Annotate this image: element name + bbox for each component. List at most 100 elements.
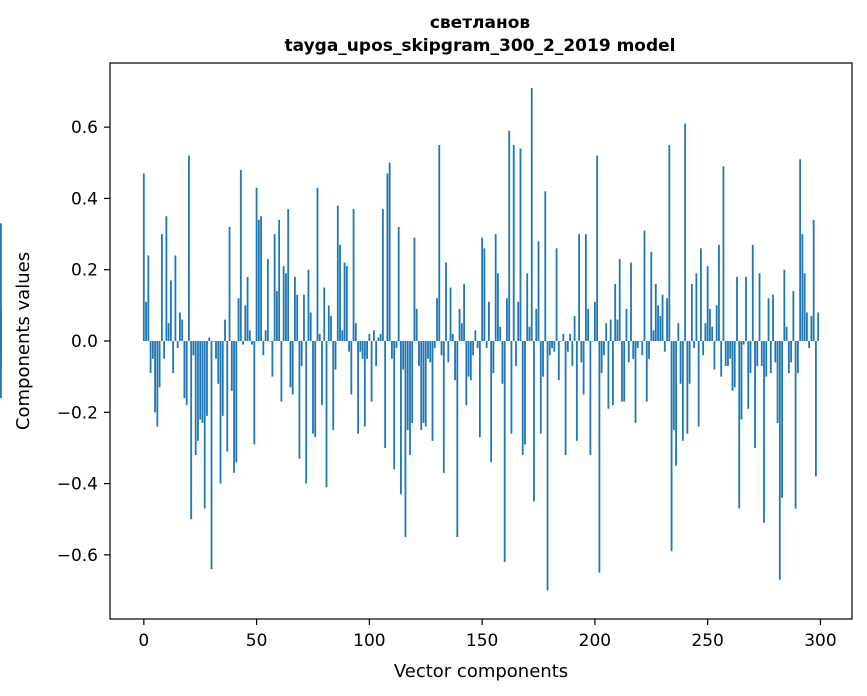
bar-36: [224, 319, 226, 341]
bar-91: [348, 341, 350, 352]
bar-111: [393, 341, 396, 470]
bar-31: [212, 341, 215, 342]
bar-174: [535, 308, 538, 341]
bar-119: [411, 341, 414, 423]
bar-299: [817, 312, 820, 341]
bar-162: [508, 130, 511, 341]
bar-248: [702, 341, 705, 356]
bar-273: [758, 273, 761, 341]
bar-6: [156, 341, 159, 427]
bar-35: [221, 341, 224, 416]
bar-237: [677, 323, 680, 341]
bar-114: [400, 341, 402, 495]
bar-59: [275, 291, 278, 341]
bar-182: [553, 341, 556, 352]
bar-277: [767, 298, 770, 341]
bar-223: [645, 341, 648, 402]
bar-213: [623, 341, 626, 402]
bar-71: [303, 294, 305, 341]
bar-178: [544, 191, 547, 341]
bar-232: [666, 298, 668, 341]
bar-205: [605, 323, 608, 341]
x-tick-label: 100: [353, 631, 385, 651]
bar-235: [672, 341, 675, 431]
bar-168: [521, 341, 524, 456]
bar-82: [327, 305, 330, 341]
bar-70: [300, 341, 303, 366]
bar-218: [634, 341, 637, 423]
bar-121: [415, 308, 418, 341]
bar-138: [454, 341, 456, 381]
bar-244: [693, 341, 696, 349]
bar-254: [715, 305, 718, 341]
bar-231: [663, 341, 666, 352]
bar-180: [548, 341, 551, 356]
bar-81: [325, 341, 328, 488]
bar-57: [271, 341, 274, 377]
bar-136: [449, 287, 452, 341]
bar-87: [339, 244, 341, 341]
bar-98: [363, 341, 366, 427]
bar-130: [436, 298, 438, 341]
bar-221: [641, 341, 644, 356]
bar-27: [203, 341, 206, 509]
bar-28: [206, 341, 208, 416]
bar-133: [442, 341, 445, 473]
bar-108: [386, 173, 389, 341]
bar-198: [589, 341, 592, 456]
bar-109: [388, 162, 391, 341]
bar-16: [179, 312, 181, 341]
bar-64: [287, 209, 290, 341]
bar-0: [142, 173, 145, 341]
bar-150: [481, 237, 484, 341]
bar-25: [199, 341, 202, 420]
y-axis-label: Components values: [13, 252, 34, 430]
bar-252: [711, 326, 714, 341]
bar-41: [235, 341, 238, 463]
bar-105: [379, 333, 382, 341]
bar-173: [533, 341, 535, 502]
bar-207: [609, 319, 612, 341]
bar-167: [519, 148, 522, 341]
bar-137: [451, 333, 454, 341]
bar-40: [233, 341, 235, 473]
bar-289: [794, 341, 797, 509]
bar-233: [668, 144, 671, 341]
bar-257: [722, 166, 725, 341]
bar-278: [769, 341, 772, 374]
bar-190: [571, 341, 574, 366]
bar-128: [431, 341, 434, 441]
bar-45: [244, 305, 247, 341]
bar-69: [298, 341, 301, 459]
bar-220: [639, 341, 641, 342]
bar-263: [736, 276, 738, 341]
bar-89: [343, 262, 346, 341]
bar-280: [774, 341, 777, 363]
bar-115: [402, 341, 405, 370]
y-tick-label: −0.6: [57, 546, 98, 566]
bar-281: [776, 341, 779, 423]
bar-1: [145, 301, 147, 341]
chart-title: светланов: [430, 13, 531, 33]
bar-225: [650, 251, 653, 341]
x-axis-label: Vector components: [394, 661, 568, 682]
bar-94: [354, 323, 357, 341]
bar-247: [699, 248, 702, 341]
bar-163: [510, 341, 513, 434]
bar-290: [796, 341, 799, 374]
bar-183: [555, 248, 558, 341]
bar-224: [648, 341, 650, 359]
bar-55: [266, 259, 269, 341]
bar-145: [469, 341, 472, 381]
bar-20: [188, 155, 190, 341]
bar-209: [614, 283, 617, 341]
bar-131: [438, 144, 441, 341]
bar-268: [747, 341, 750, 409]
bar-3: [149, 341, 152, 374]
bar-165: [515, 341, 517, 366]
bar-132: [440, 341, 443, 356]
bar-50: [255, 187, 258, 341]
bar-226: [652, 330, 655, 341]
bar-242: [688, 341, 691, 384]
bar-8: [160, 234, 163, 341]
